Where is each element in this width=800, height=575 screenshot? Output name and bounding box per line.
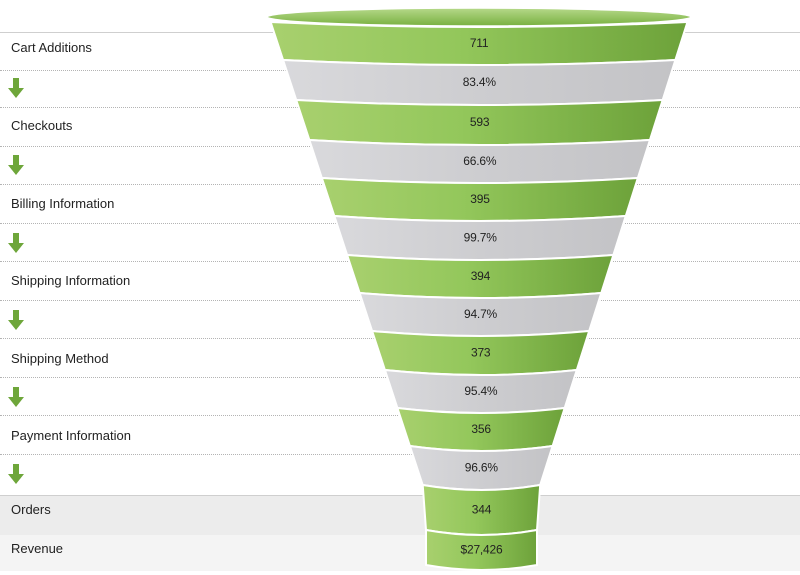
stage-label-checkouts: Checkouts: [11, 118, 73, 133]
orders-row-background: [0, 496, 800, 535]
stage-label-orders: Orders: [11, 502, 51, 517]
funnel-stage-segment: [425, 528, 538, 571]
stage-value: 593: [470, 115, 490, 129]
down-arrow-icon: [8, 310, 24, 330]
conversion-rate: 96.6%: [465, 461, 499, 475]
stage-label-shipping-information: Shipping Information: [11, 273, 131, 288]
stage-label-payment-information: Payment Information: [11, 428, 131, 443]
conversion-rate: 66.6%: [463, 154, 497, 168]
conversion-rate: 95.4%: [464, 384, 498, 398]
revenue-row-background: [0, 535, 800, 571]
down-arrow-icon: [8, 464, 24, 484]
conversion-rate: 94.7%: [464, 307, 498, 321]
stage-value: 394: [471, 269, 491, 283]
stage-value: 711: [470, 36, 489, 50]
orders-rule: [0, 495, 800, 496]
stage-value: 373: [471, 346, 491, 360]
funnel-rim: [266, 7, 692, 27]
down-arrow-icon: [8, 155, 24, 175]
stage-value: 395: [470, 192, 490, 206]
stage-label-shipping-method: Shipping Method: [11, 351, 109, 366]
stage-value: 344: [472, 503, 492, 517]
stage-label-billing-information: Billing Information: [11, 196, 115, 211]
down-arrow-icon: [8, 387, 24, 407]
conversion-rate: 99.7%: [464, 231, 498, 245]
stage-value: $27,426: [461, 543, 504, 557]
down-arrow-icon: [8, 78, 24, 98]
conversion-rate: 83.4%: [463, 75, 497, 89]
stage-label-revenue: Revenue: [11, 541, 64, 556]
down-arrow-icon: [8, 233, 24, 253]
row-divider: [0, 454, 800, 455]
stage-value: 356: [471, 422, 491, 436]
stage-label-cart-additions: Cart Additions: [11, 40, 92, 55]
